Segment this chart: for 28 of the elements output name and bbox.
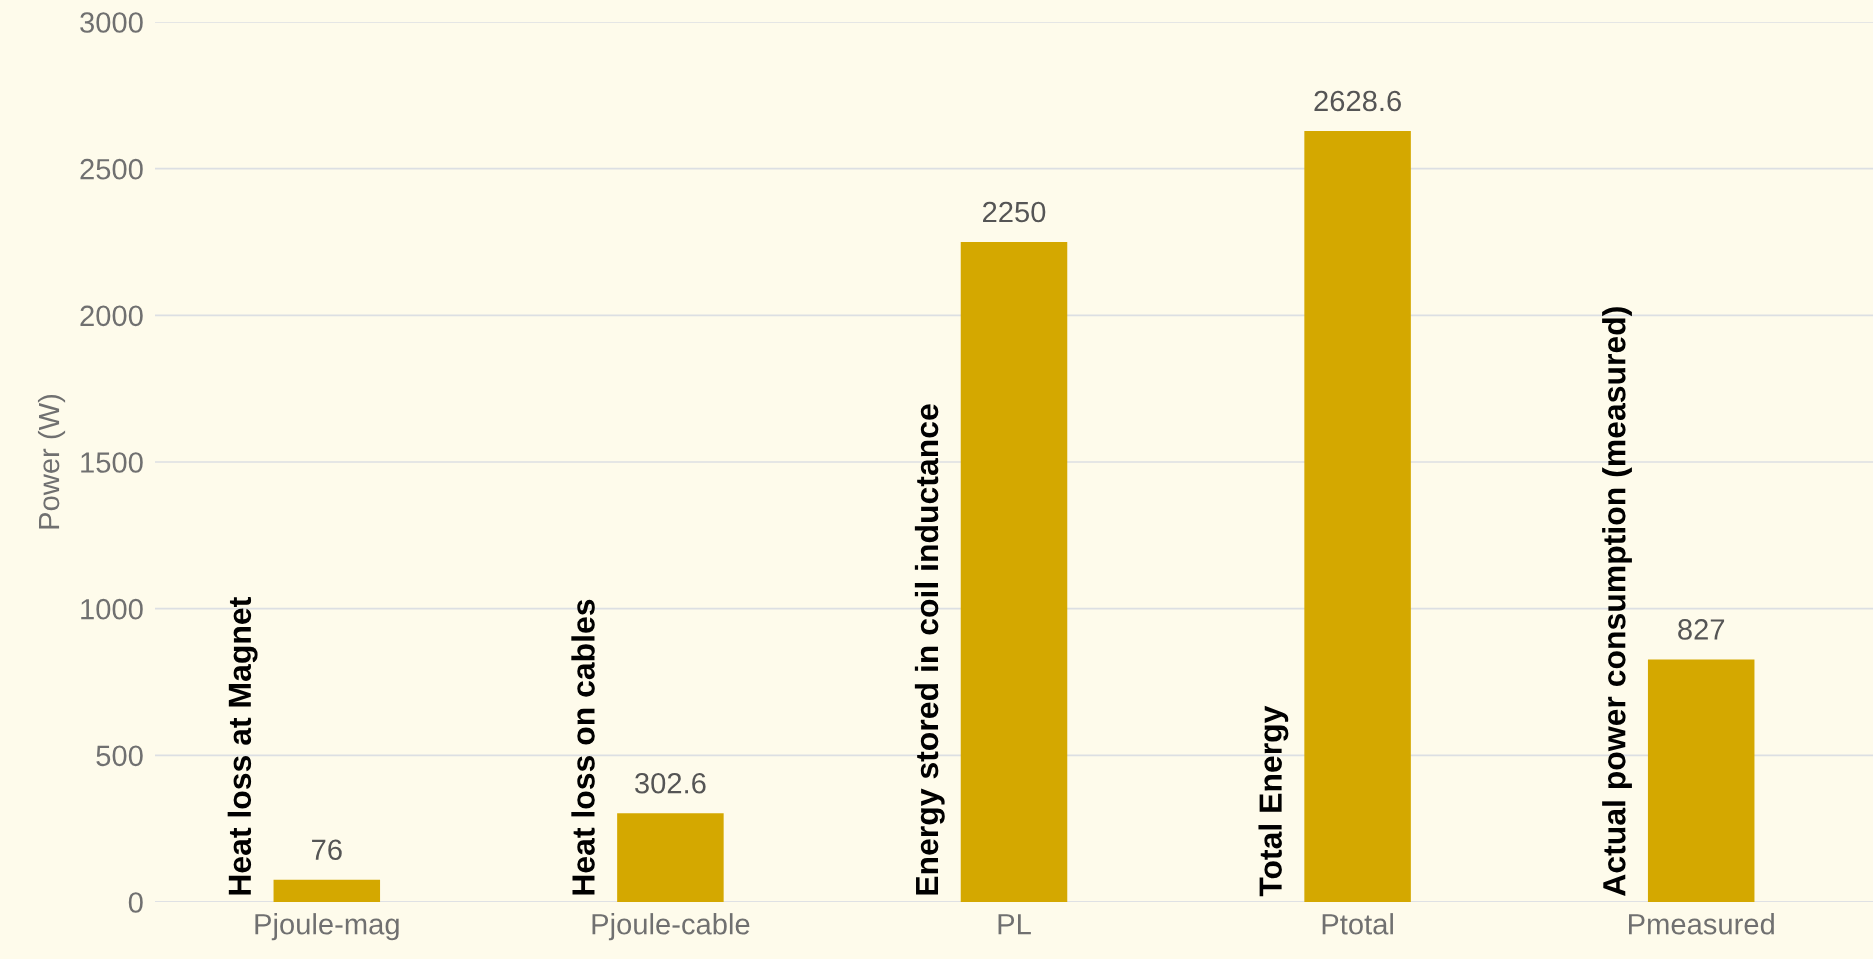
annotation: Heat loss on cables	[571, 599, 595, 895]
y-tick-label: 1000	[81, 598, 143, 620]
x-tick-label: PL	[998, 914, 1031, 935]
y-tick-label: 3000	[80, 12, 143, 33]
y-tick-label: 2000	[80, 305, 143, 327]
bar	[273, 879, 381, 902]
x-tick-label: Pjoule-cable	[592, 913, 750, 941]
data-label: 827	[1678, 619, 1725, 640]
data-label: 2628.6	[1314, 90, 1401, 112]
x-tick-label: Pmeasured	[1629, 913, 1774, 935]
data-label: 76	[312, 839, 342, 861]
y-tick-label: 1500	[81, 452, 143, 473]
x-tick-label: Pjoule-mag	[255, 913, 399, 941]
bar	[1647, 659, 1755, 902]
bar	[617, 813, 724, 902]
annotation: Energy stored in coil inductance	[914, 404, 945, 895]
data-label: 2250	[983, 201, 1046, 223]
y-tick-label: 2500	[80, 158, 143, 180]
y-axis-title: Power (W)	[37, 394, 66, 529]
annotation: Actual power consumption (measured)	[1602, 307, 1632, 896]
data-label: 302.6	[635, 772, 706, 794]
x-tick-label: Ptotal	[1322, 913, 1393, 935]
bar	[1304, 130, 1411, 902]
y-tick-label: 0	[128, 892, 143, 913]
annotation: Total Energy	[1258, 705, 1289, 897]
y-tick-label: 500	[96, 745, 143, 767]
bar	[960, 242, 1068, 902]
annotation: Heat loss at Magnet	[227, 597, 258, 895]
